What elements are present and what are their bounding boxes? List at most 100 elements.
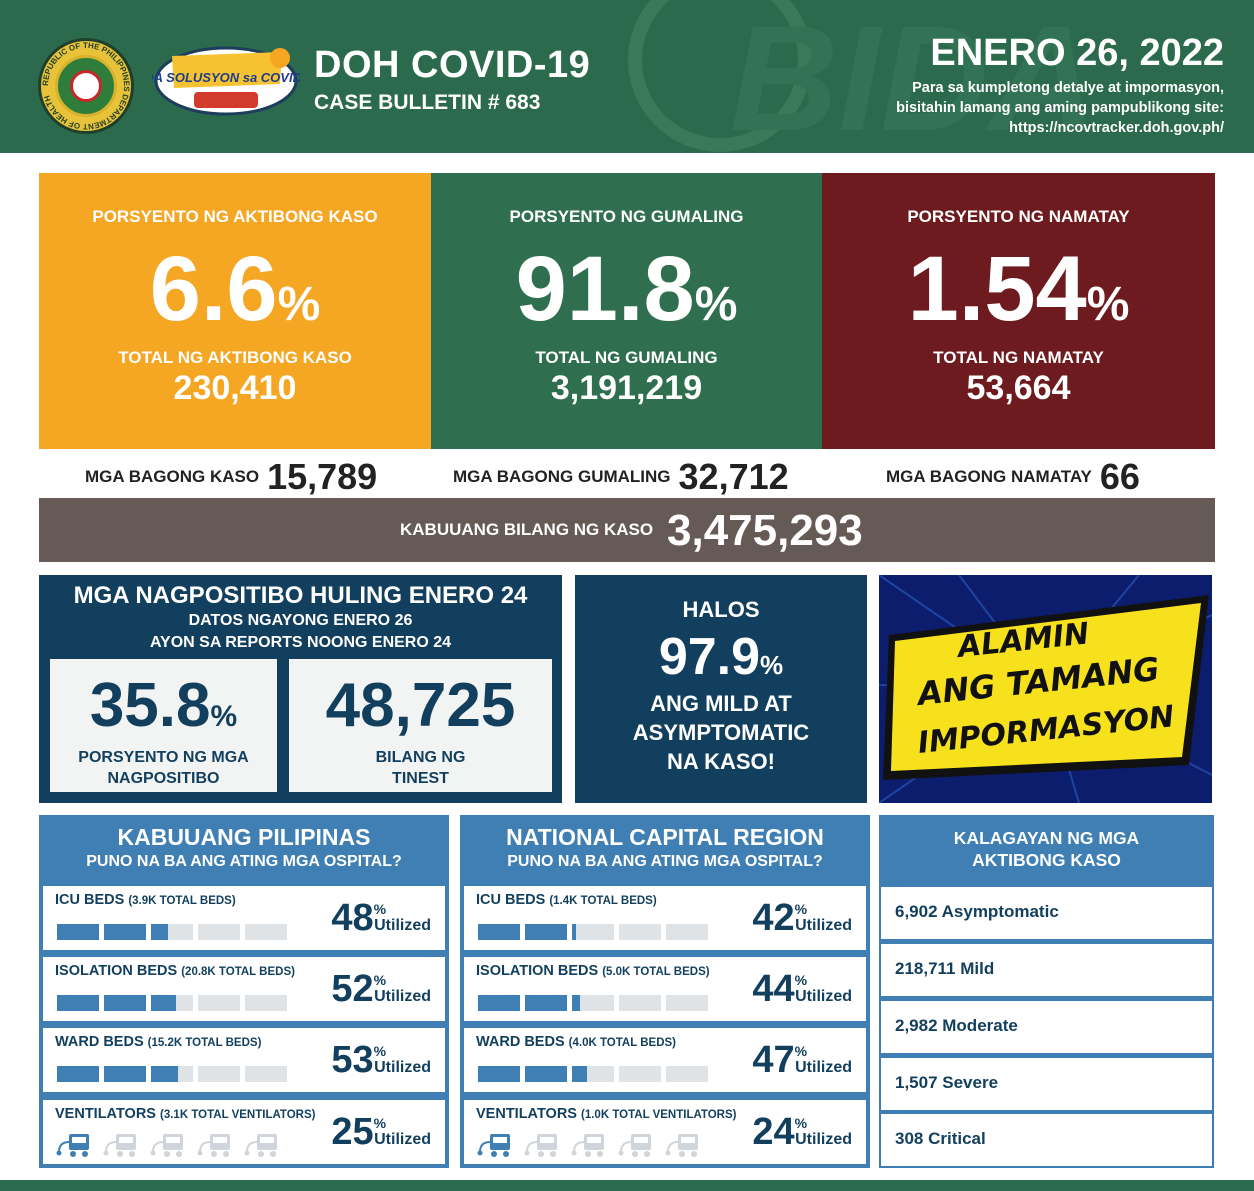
utilization-percent: 24%Utilized: [752, 1111, 852, 1153]
mild-caption: ANG MILD AT ASYMPTOMATIC NA KASO!: [632, 691, 810, 774]
utilization-bar-segment: [198, 995, 240, 1011]
utilization-percent: 52%Utilized: [331, 968, 431, 1010]
utilization-bar-segment: [478, 1066, 520, 1082]
utilization-bar-segment: [57, 924, 99, 940]
status-title: KALAGAYAN NG MGA AKTIBONG KASO: [953, 828, 1140, 870]
mild-pct: 97.9%: [658, 628, 784, 686]
new-recovered-label: MGA BAGONG GUMALING: [453, 467, 671, 486]
active-case-status-section: KALAGAYAN NG MGA AKTIBONG KASO 6,902 Asy…: [879, 815, 1214, 1168]
utilization-bar-segment: [666, 1066, 708, 1082]
positivity-rate-card: 35.8% PORSYENTO NG MGA NAGPOSITIBO: [50, 659, 277, 792]
site-info: Para sa kumpletong detalye at impormasyo…: [896, 78, 1224, 138]
positivity-box: MGA NAGPOSITIBO HULING ENERO 24 DATOS NG…: [39, 575, 562, 803]
deaths-total-label: TOTAL NG NAMATAY: [933, 348, 1104, 367]
resource-label: ICU BEDS (3.9K TOTAL BEDS): [55, 892, 236, 908]
recovered-pct-label: PORSYENTO NG GUMALING: [509, 207, 744, 226]
positivity-line2: AYON SA REPORTS NOONG ENERO 24: [149, 634, 452, 651]
footer-strip: [0, 1180, 1254, 1191]
utilization-bar-segment: [572, 1066, 614, 1082]
ncr-section-subtitle: PUNO NA BA ANG ATING MGA OSPITAL?: [507, 853, 823, 870]
philippines-hospital-section: KABUUANG PILIPINAS PUNO NA BA ANG ATING …: [39, 815, 449, 1168]
total-cases-value: 3,475,293: [667, 506, 863, 555]
status-row-severe: 1,507 Severe: [881, 1058, 1212, 1110]
active-total-label: TOTAL NG AKTIBONG KASO: [118, 348, 352, 367]
bida-logo-text: BIDA SOLUSYON sa COVID-19: [152, 70, 300, 85]
status-row-critical: 308 Critical: [881, 1114, 1212, 1166]
utilization-bar-segment: [198, 924, 240, 940]
ventilator-icons: [56, 1134, 277, 1157]
bulletin-number: CASE BULLETIN # 683: [314, 91, 541, 114]
utilization-bar-segment: [572, 924, 614, 940]
utilization-bar-segment: [619, 1066, 661, 1082]
ventilator-icon: [477, 1134, 510, 1157]
recovered-panel: PORSYENTO NG GUMALING 91.8% TOTAL NG GUM…: [431, 173, 822, 449]
deaths-total: 53,664: [966, 369, 1071, 407]
new-cases-label: MGA BAGONG KASO: [85, 467, 260, 486]
header: BIDA REPUBLIC OF THE PHILIPPINES DEPARTM…: [0, 0, 1254, 153]
tested-caption: BILANG NG TINEST: [375, 749, 466, 787]
total-cases-label: KABUUANG BILANG NG KASO: [400, 520, 654, 539]
ph-row-3: VENTILATORS (3.1K TOTAL VENTILATORS) 25%U…: [41, 1098, 447, 1166]
positivity-rate: 35.8%: [89, 671, 238, 740]
resource-label: VENTILATORS (3.1K TOTAL VENTILATORS): [55, 1106, 316, 1122]
resource-label: ISOLATION BEDS (20.8K TOTAL BEDS): [55, 963, 295, 979]
ncr-row-3: VENTILATORS (1.0K TOTAL VENTILATORS) 24%U…: [462, 1098, 868, 1166]
bida-background-watermark: BIDA: [628, 0, 1097, 153]
utilization-percent: 53%Utilized: [331, 1039, 431, 1081]
ph-row-1: ISOLATION BEDS (20.8K TOTAL BEDS) 52%Util…: [41, 955, 447, 1023]
new-deaths-label: MGA BAGONG NAMATAY: [886, 467, 1092, 486]
utilization-bar-segment: [57, 1066, 99, 1082]
status-row-mild: 218,711 Mild: [881, 944, 1212, 996]
site-info-line2: bisitahin lamang ang aming pampublikong …: [896, 100, 1224, 116]
positivity-line1: DATOS NGAYONG ENERO 26: [188, 612, 413, 629]
bida-watermark-text: BIDA: [730, 0, 1097, 153]
site-info-line1: Para sa kumpletong detalye at impormasyo…: [912, 80, 1224, 96]
doh-seal-logo: REPUBLIC OF THE PHILIPPINES DEPARTMENT O…: [38, 38, 134, 134]
ph-row-2: WARD BEDS (15.2K TOTAL BEDS) 53%Utilized: [41, 1026, 447, 1094]
utilization-bar-segment: [104, 924, 146, 940]
utilization-bar-segment: [151, 1066, 193, 1082]
ventilator-icon: [524, 1134, 557, 1157]
deaths-pct-label: PORSYENTO NG NAMATAY: [907, 207, 1130, 226]
utilization-bar-segment: [245, 924, 287, 940]
site-url[interactable]: https://ncovtracker.doh.gov.ph/: [1009, 120, 1224, 136]
new-recovered-value: 32,712: [678, 456, 789, 497]
active-cases-panel: PORSYENTO NG AKTIBONG KASO 6.6% TOTAL NG…: [39, 173, 431, 449]
resource-label: VENTILATORS (1.0K TOTAL VENTILATORS): [476, 1106, 737, 1122]
utilization-bar-segment: [245, 1066, 287, 1082]
alamin-banner: ALAMIN ANG TAMANG IMPORMASYON: [879, 575, 1212, 803]
utilization-percent: 47%Utilized: [752, 1039, 852, 1081]
ncr-section-title: NATIONAL CAPITAL REGION: [506, 824, 824, 850]
ventilator-icon: [197, 1134, 230, 1157]
new-deaths-value: 66: [1099, 456, 1140, 497]
new-deaths: MGA BAGONG NAMATAY 66: [886, 456, 1140, 497]
positivity-rate-caption: PORSYENTO NG MGA NAGPOSITIBO: [78, 749, 249, 787]
ncr-hospital-section: NATIONAL CAPITAL REGION PUNO NA BA ANG A…: [460, 815, 870, 1168]
deaths-panel: PORSYENTO NG NAMATAY 1.54% TOTAL NG NAMA…: [822, 173, 1215, 449]
utilization-bar-segment: [245, 995, 287, 1011]
utilization-bar-segment: [198, 1066, 240, 1082]
resource-label: ICU BEDS (1.4K TOTAL BEDS): [476, 892, 657, 908]
recovered-pct: 91.8%: [515, 238, 738, 340]
new-recovered: MGA BAGONG GUMALING 32,712: [453, 456, 789, 497]
ventilator-icon: [244, 1134, 277, 1157]
utilization-bar-segment: [666, 995, 708, 1011]
utilization-bar-segment: [619, 995, 661, 1011]
ncr-row-2: WARD BEDS (4.0K TOTAL BEDS) 47%Utilized: [462, 1026, 868, 1094]
status-row-asymptomatic: 6,902 Asymptomatic: [881, 887, 1212, 939]
resource-label: ISOLATION BEDS (5.0K TOTAL BEDS): [476, 963, 710, 979]
new-cases: MGA BAGONG KASO 15,789: [85, 456, 377, 497]
tested-count: 48,725: [325, 671, 516, 740]
ph-section-title: KABUUANG PILIPINAS: [117, 824, 371, 850]
utilization-bar-segment: [151, 995, 193, 1011]
bulletin-title: DOH COVID-19: [314, 44, 591, 86]
utilization-bar-segment: [104, 995, 146, 1011]
new-cases-value: 15,789: [267, 456, 378, 497]
utilization-bar-segment: [666, 924, 708, 940]
status-row-moderate: 2,982 Moderate: [881, 1001, 1212, 1053]
active-pct-label: PORSYENTO NG AKTIBONG KASO: [92, 207, 378, 226]
deaths-pct: 1.54%: [907, 238, 1130, 340]
active-pct: 6.6%: [149, 238, 321, 340]
tested-card: 48,725 BILANG NG TINEST: [289, 659, 552, 792]
ventilator-icon: [103, 1134, 136, 1157]
